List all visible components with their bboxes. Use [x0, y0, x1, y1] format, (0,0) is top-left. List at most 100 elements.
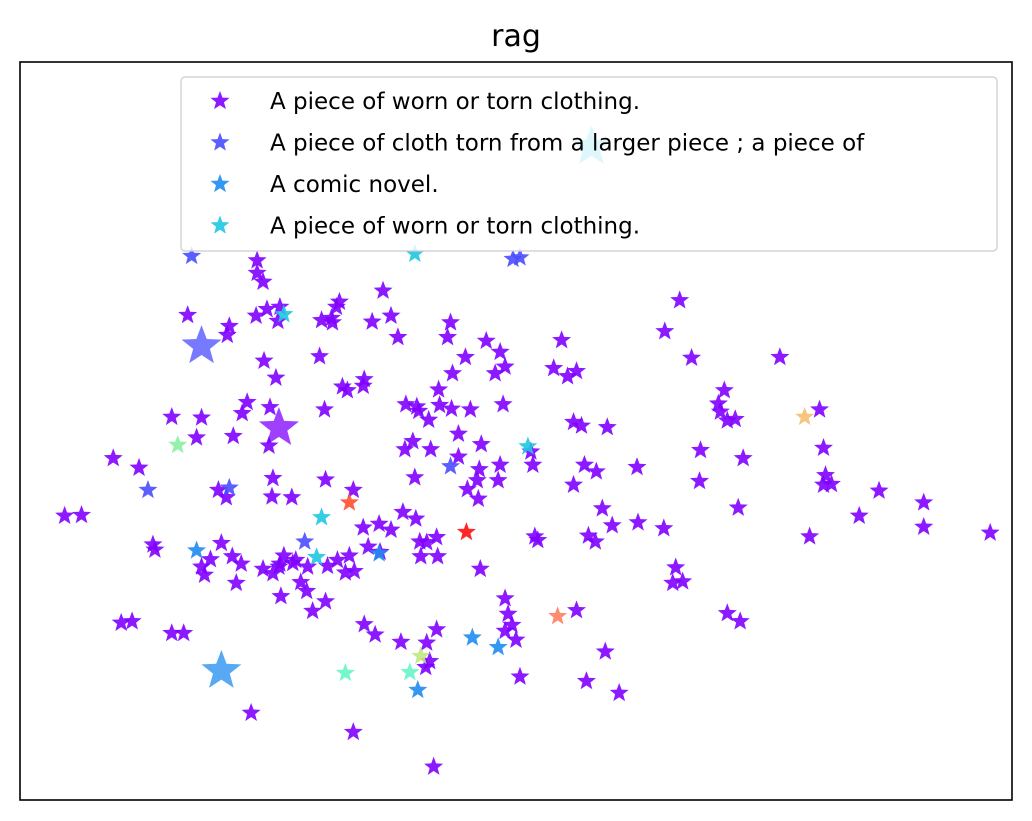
data-point: [708, 393, 728, 412]
data-point: [441, 312, 461, 331]
data-point: [691, 440, 711, 459]
data-point: [237, 392, 257, 411]
data-point: [448, 423, 468, 443]
data-point: [143, 534, 163, 553]
data-point: [257, 299, 277, 318]
data-point: [187, 427, 207, 446]
data-point: [262, 486, 282, 505]
data-point: [495, 588, 515, 607]
data-point: [253, 559, 273, 578]
data-point: [564, 474, 584, 493]
data-point: [316, 469, 336, 488]
data-point: [310, 346, 330, 365]
data-point: [312, 310, 332, 329]
data-point: [574, 454, 594, 474]
data-point: [195, 564, 215, 583]
data-point: [187, 540, 207, 559]
data-point: [411, 646, 431, 665]
data-point: [223, 426, 243, 445]
data-point: [291, 572, 311, 591]
data-point: [219, 477, 239, 496]
data-point: [597, 417, 617, 436]
data-point: [369, 543, 389, 562]
data-point: [369, 513, 389, 533]
data-point: [391, 632, 411, 651]
data-point: [493, 394, 513, 413]
data-point: [103, 448, 123, 467]
data-point: [417, 632, 437, 651]
data-point: [365, 624, 385, 643]
data-point: [353, 517, 373, 536]
data-point: [260, 397, 280, 416]
data-point: [343, 722, 363, 741]
data-point: [467, 470, 487, 489]
legend-label: A piece of cloth torn from a larger piec…: [270, 131, 865, 157]
data-point: [408, 680, 428, 699]
data-point: [337, 380, 357, 399]
data-point: [417, 532, 437, 551]
data-point: [405, 467, 425, 486]
data-point: [821, 474, 841, 493]
legend-label: A piece of worn or torn clothing.: [270, 89, 640, 115]
data-point: [438, 327, 458, 346]
data-point: [666, 557, 686, 576]
data-point: [495, 621, 515, 640]
data-point: [469, 459, 489, 478]
data-point: [339, 545, 359, 564]
data-point: [654, 518, 674, 537]
data-point: [192, 556, 212, 575]
data-point: [232, 403, 252, 422]
data-point: [682, 347, 702, 367]
data-point: [595, 641, 615, 660]
data-point: [395, 439, 415, 458]
data-point: [303, 601, 323, 620]
data-point: [770, 347, 790, 366]
data-point: [655, 321, 675, 340]
data-point: [609, 682, 629, 702]
data-point: [869, 480, 889, 499]
data-point: [407, 396, 427, 415]
data-point: [548, 606, 568, 625]
data-point: [673, 571, 693, 590]
data-point: [419, 409, 439, 429]
data-point: [725, 409, 745, 428]
data-point: [485, 363, 505, 382]
data-point: [200, 549, 220, 568]
data-point: [295, 531, 315, 550]
data-point: [502, 615, 522, 634]
data-point: [733, 448, 753, 467]
data-point: [578, 525, 598, 544]
data-point: [335, 663, 355, 682]
data-point: [219, 316, 239, 335]
data-point: [490, 454, 510, 474]
data-point: [663, 573, 683, 592]
data-point: [263, 468, 283, 487]
data-point: [471, 434, 491, 453]
data-point: [430, 395, 450, 414]
data-point: [388, 327, 408, 346]
data-point: [552, 330, 572, 349]
data-point: [393, 502, 413, 521]
data-point: [571, 415, 591, 434]
data-point: [670, 290, 690, 309]
data-point: [208, 480, 228, 499]
data-point: [510, 666, 530, 685]
data-point: [322, 312, 342, 331]
data-point: [564, 412, 584, 431]
data-point: [174, 623, 194, 642]
data-point: [427, 527, 447, 546]
data-point: [344, 561, 364, 580]
data-point: [354, 369, 374, 388]
data-point: [441, 456, 461, 475]
data-point: [456, 522, 476, 541]
data-point: [269, 556, 289, 575]
data-point: [231, 553, 251, 572]
data-point: [274, 304, 294, 323]
data-point: [201, 649, 242, 688]
data-point: [576, 671, 596, 690]
data-point: [462, 627, 482, 646]
data-point: [266, 367, 286, 386]
points-layer: [55, 125, 1000, 775]
data-point: [55, 505, 75, 524]
legend-label: A piece of worn or torn clothing.: [270, 214, 640, 240]
